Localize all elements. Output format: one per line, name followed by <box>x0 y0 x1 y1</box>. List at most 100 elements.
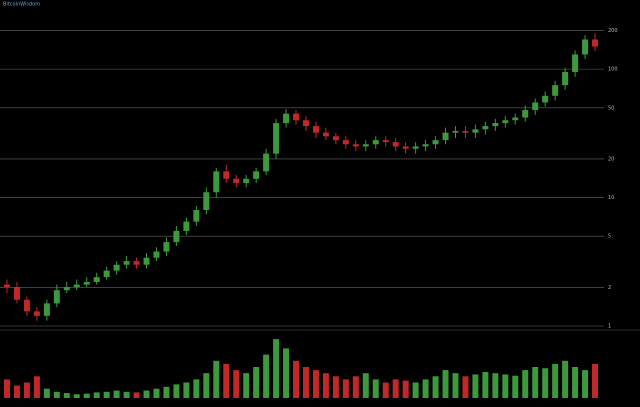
candle-body <box>233 178 240 183</box>
candle-body <box>492 123 499 127</box>
candle-body <box>462 130 469 133</box>
candle-body <box>113 264 120 271</box>
candle-body <box>412 146 419 149</box>
candle-body <box>312 126 319 133</box>
volume-bar <box>123 391 130 398</box>
volume-bar <box>302 367 309 398</box>
volume-bar <box>552 363 559 398</box>
candle-body <box>283 113 290 124</box>
volume-bar <box>103 391 110 398</box>
candle-body <box>133 261 140 265</box>
candle-body <box>482 126 489 130</box>
candle-body <box>183 221 190 231</box>
candle-body <box>532 102 539 111</box>
volume-bar <box>193 379 200 398</box>
candle-body <box>352 144 359 147</box>
candle-body <box>143 257 150 265</box>
candle-body <box>273 123 280 154</box>
candle-body <box>362 144 369 147</box>
volume-bar <box>322 373 329 398</box>
volume-bar <box>253 367 260 398</box>
y-tick-label: 1 <box>608 324 611 330</box>
volume-bar <box>362 373 369 398</box>
candle-body <box>552 85 559 96</box>
volume-bar <box>412 382 419 398</box>
volume-bar <box>243 373 250 398</box>
volume-bar <box>452 373 459 398</box>
volume-bar <box>113 390 120 398</box>
candle-body <box>592 39 599 47</box>
candle-body <box>193 210 200 222</box>
y-tick-label: 5 <box>608 234 611 240</box>
volume-bar <box>223 363 230 398</box>
volume-bar <box>13 385 20 398</box>
volume-bar <box>522 370 529 398</box>
candle-body <box>253 171 260 179</box>
volume-bar <box>502 374 509 398</box>
candle-body <box>23 299 30 312</box>
candle-body <box>572 54 579 72</box>
volume-bar <box>512 375 519 398</box>
volume-bar <box>352 376 359 398</box>
candle-body <box>522 110 529 118</box>
candle-body <box>293 113 300 121</box>
y-tick-label: 200 <box>608 28 618 34</box>
volume-bar <box>472 374 479 398</box>
volume-bar <box>382 382 389 398</box>
volume-bar <box>173 384 180 398</box>
candle-body <box>582 39 589 55</box>
volume-bar <box>442 370 449 398</box>
volume-bar <box>462 376 469 398</box>
candle-body <box>472 129 479 133</box>
volume-bar <box>183 382 190 398</box>
candle-body <box>512 117 519 121</box>
candle-body <box>73 284 80 288</box>
volume-bar <box>402 380 409 398</box>
candle-body <box>432 140 439 145</box>
volume-bar <box>372 379 379 398</box>
volume-bar <box>63 393 70 398</box>
candle-body <box>422 144 429 147</box>
volume-bar <box>3 379 10 398</box>
volume-bar <box>43 388 50 398</box>
volume-bar <box>263 354 270 398</box>
candle-body <box>173 230 180 243</box>
y-tick-label: 50 <box>608 105 614 111</box>
candle-body <box>562 71 569 86</box>
y-tick-label: 10 <box>608 195 614 201</box>
volume-bar <box>93 392 100 398</box>
candle-body <box>322 132 329 137</box>
candle-body <box>93 277 100 283</box>
volume-bar <box>332 376 339 398</box>
volume-bar <box>163 386 170 398</box>
candle-body <box>203 192 210 211</box>
candle-body <box>542 95 549 103</box>
candle-body <box>53 290 60 304</box>
volume-bar <box>562 360 569 398</box>
candle-body <box>213 171 220 193</box>
candle-body <box>263 153 270 172</box>
candle-body <box>153 251 160 258</box>
candle-body <box>452 130 459 133</box>
candle-body <box>63 287 70 291</box>
volume-bar <box>143 390 150 398</box>
candle-body <box>372 140 379 145</box>
candle-body <box>502 120 509 124</box>
candle-body <box>302 120 309 127</box>
candle-body <box>382 140 389 143</box>
candle-body <box>243 178 250 183</box>
volume-bar <box>83 393 90 398</box>
volume-bar <box>73 394 80 398</box>
volume-bar <box>53 391 60 398</box>
y-tick-label: 20 <box>608 156 614 162</box>
candle-body <box>332 136 339 141</box>
candle-body <box>103 270 110 278</box>
candle-body <box>33 311 40 316</box>
candle-body <box>342 140 349 145</box>
volume-bar <box>432 376 439 398</box>
candle-body <box>163 242 170 252</box>
volume-bar <box>23 382 30 398</box>
volume-bar <box>592 363 599 398</box>
candle-body <box>392 142 399 147</box>
